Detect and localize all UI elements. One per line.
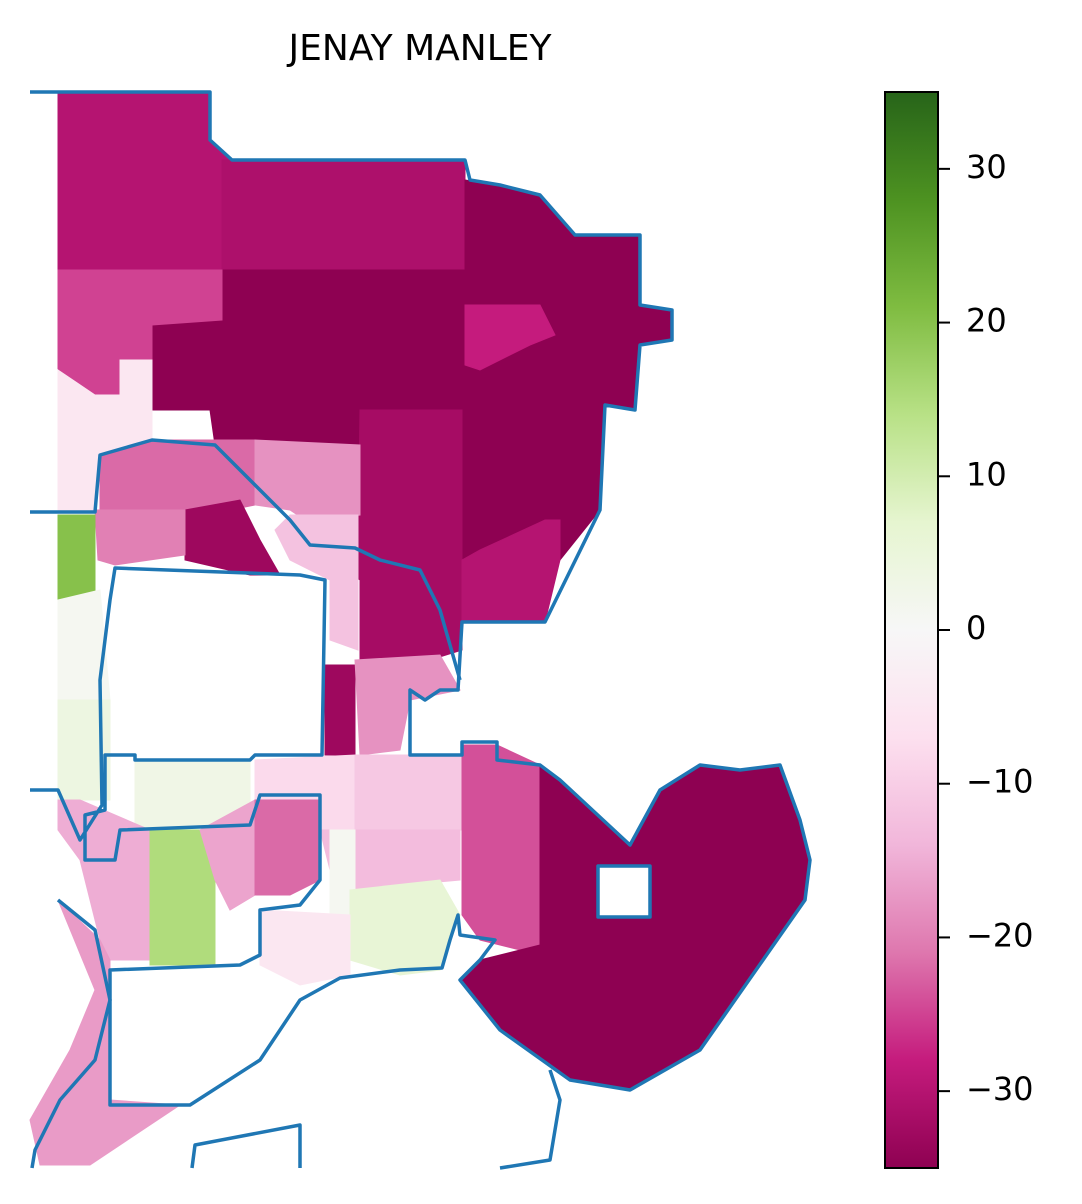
region bbox=[184, 499, 281, 576]
region bbox=[254, 799, 321, 896]
boundary bbox=[499, 1069, 562, 1170]
regions bbox=[29, 91, 811, 1166]
district-boundaries bbox=[30, 90, 812, 1170]
region bbox=[354, 754, 463, 831]
tick-label: 30 bbox=[966, 148, 1007, 186]
region bbox=[94, 509, 186, 566]
tick-label: −10 bbox=[966, 763, 1034, 801]
colorbar-axis: −30 −20 −10 0 10 20 30 bbox=[938, 148, 1034, 1108]
tick-label: 20 bbox=[966, 302, 1007, 340]
tick-label: −20 bbox=[966, 916, 1034, 954]
region bbox=[461, 744, 541, 951]
boundary bbox=[30, 438, 462, 681]
tick-label: −30 bbox=[966, 1070, 1034, 1108]
boundary bbox=[30, 90, 812, 1107]
boundary bbox=[596, 864, 652, 919]
boundary bbox=[30, 898, 112, 1169]
region bbox=[57, 91, 233, 271]
region bbox=[29, 899, 182, 1166]
boundary bbox=[190, 1123, 302, 1169]
region bbox=[464, 304, 556, 371]
map-title: JENAY MANLEY bbox=[287, 28, 553, 69]
region bbox=[354, 654, 461, 756]
tick-label: 10 bbox=[966, 455, 1007, 493]
region bbox=[57, 359, 153, 511]
region bbox=[221, 159, 466, 271]
region bbox=[324, 664, 356, 756]
colorbar bbox=[884, 91, 939, 1169]
tick-label: 0 bbox=[966, 609, 986, 647]
region bbox=[57, 589, 111, 701]
region bbox=[254, 439, 361, 521]
region bbox=[259, 909, 351, 986]
region bbox=[274, 514, 359, 651]
enclave bbox=[598, 866, 650, 917]
region bbox=[57, 699, 111, 801]
region bbox=[149, 829, 216, 966]
